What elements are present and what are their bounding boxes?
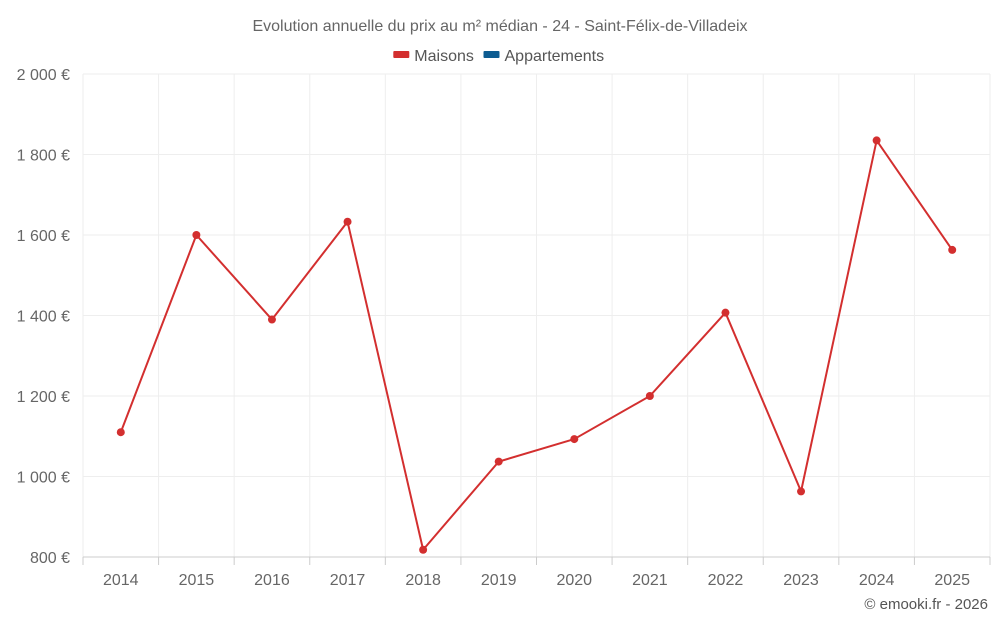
data-point[interactable]	[721, 308, 730, 317]
x-tick-label: 2020	[556, 572, 592, 589]
grid	[82, 73, 991, 557]
credit-text: © emooki.fr - 2026	[864, 596, 988, 613]
y-tick-label: 1 600 €	[17, 228, 70, 245]
data-point[interactable]	[419, 545, 428, 554]
legend-swatch	[393, 51, 410, 58]
x-tick-label: 2022	[708, 572, 744, 589]
x-tick-label: 2021	[632, 572, 668, 589]
x-tick-label: 2017	[330, 572, 366, 589]
x-tick-label: 2018	[405, 572, 441, 589]
chart-title: Evolution annuelle du prix au m² médian …	[252, 18, 747, 35]
y-tick-label: 2 000 €	[17, 67, 70, 84]
data-point[interactable]	[343, 217, 352, 226]
x-tick-label: 2024	[859, 572, 895, 589]
x-tick-label: 2019	[481, 572, 517, 589]
y-tick-label: 1 400 €	[17, 309, 70, 326]
legend: Maisons Appartements	[393, 48, 604, 65]
data-point[interactable]	[948, 245, 957, 254]
x-tick-label: 2025	[934, 572, 970, 589]
y-tick-label: 800 €	[30, 550, 70, 567]
x-tick-label: 2015	[179, 572, 215, 589]
x-tick-label: 2016	[254, 572, 290, 589]
data-point[interactable]	[797, 487, 806, 496]
data-point[interactable]	[116, 428, 125, 437]
legend-item-maisons[interactable]: Maisons	[393, 48, 474, 65]
x-tick-label: 2014	[103, 572, 139, 589]
y-tick-label: 1 000 €	[17, 470, 70, 487]
data-point[interactable]	[267, 315, 276, 324]
series-line-maisons	[119, 139, 954, 551]
axes: 800 € 1 000 € 1 200 € 1 400 € 1 600 € 1 800 €…	[17, 67, 991, 589]
data-point[interactable]	[645, 392, 654, 400]
y-tick-label: 1 200 €	[17, 389, 70, 406]
legend-label: Maisons	[414, 48, 474, 65]
legend-swatch	[483, 51, 500, 58]
data-point[interactable]	[192, 231, 201, 239]
data-point[interactable]	[570, 435, 579, 444]
x-tick-label: 2023	[783, 572, 819, 589]
series-layer	[116, 136, 957, 554]
y-tick-label: 1 800 €	[17, 148, 70, 165]
data-point[interactable]	[872, 136, 881, 145]
legend-item-appartements[interactable]: Appartements	[483, 48, 605, 65]
legend-label: Appartements	[505, 48, 605, 65]
data-point[interactable]	[494, 457, 503, 466]
